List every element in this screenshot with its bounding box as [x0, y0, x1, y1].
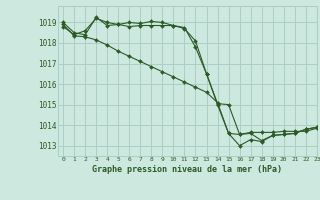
- X-axis label: Graphe pression niveau de la mer (hPa): Graphe pression niveau de la mer (hPa): [92, 165, 282, 174]
